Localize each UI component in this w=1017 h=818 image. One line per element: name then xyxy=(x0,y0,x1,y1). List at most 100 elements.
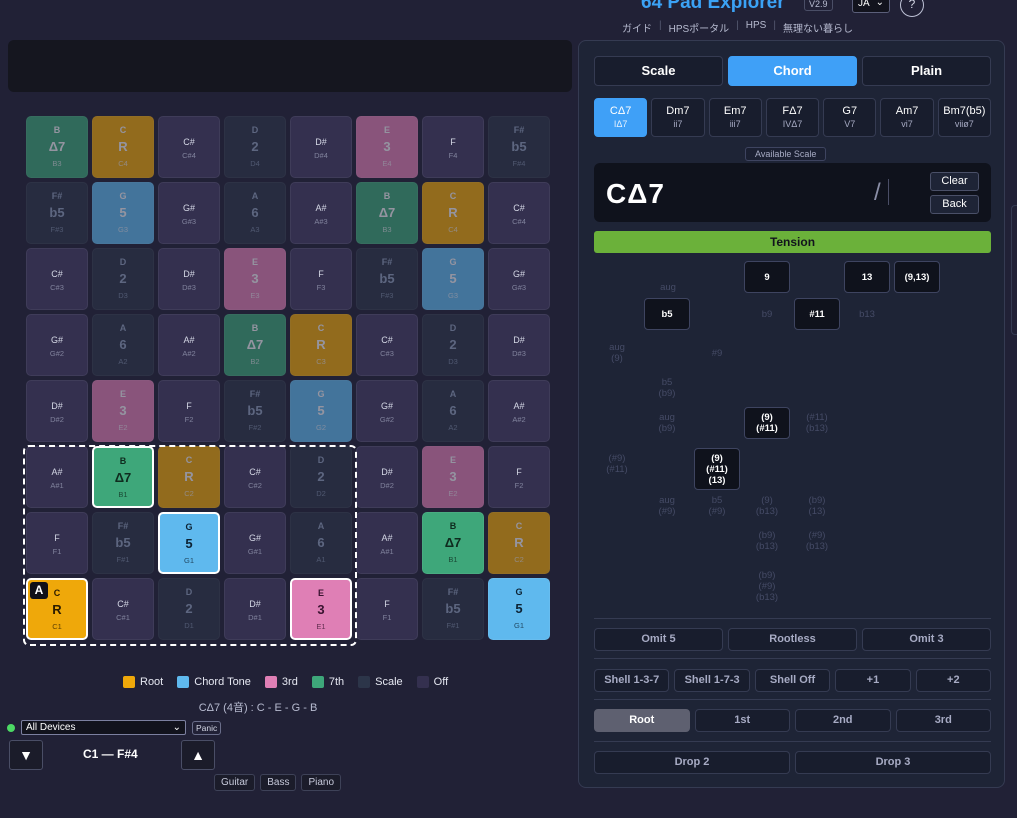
diatonic-chord-button[interactable]: FΔ7 IVΔ7 xyxy=(765,98,820,137)
pad[interactable]: D# D#3 xyxy=(488,314,550,376)
shell-off-button[interactable]: Shell Off xyxy=(754,669,831,692)
tension-button[interactable]: (9) (b13) xyxy=(755,495,779,517)
pad[interactable]: G 5 G3 xyxy=(422,248,484,310)
pad[interactable]: E 3 E4 xyxy=(356,116,418,178)
pad[interactable]: A 6 A2 xyxy=(92,314,154,376)
link-muri-nai-kurashi[interactable]: 無理ない暮らし xyxy=(782,24,853,35)
bass-button[interactable]: Bass xyxy=(260,774,297,791)
inversion-root-button[interactable]: Root xyxy=(594,709,690,732)
tension-button[interactable]: b13 xyxy=(859,308,875,320)
drop-3-button[interactable]: Drop 3 xyxy=(795,751,991,774)
pad[interactable]: G 5 G2 xyxy=(290,380,352,442)
diatonic-chord-button[interactable]: Em7 iii7 xyxy=(708,98,762,137)
inversion-1st-button[interactable]: 1st xyxy=(694,709,790,732)
pad[interactable]: B Δ7 B3 xyxy=(26,116,88,178)
tension-button[interactable]: (#9) (b13) xyxy=(805,530,829,552)
shell-137-button[interactable]: Shell 1-3-7 xyxy=(594,669,670,692)
plus-1-button[interactable]: +1 xyxy=(835,669,911,692)
pad[interactable]: C# C#3 xyxy=(356,314,418,376)
pad[interactable]: C R C3 xyxy=(290,314,352,376)
tension-button[interactable]: aug (b9) xyxy=(658,412,676,434)
link-hps[interactable]: HPS xyxy=(745,20,767,31)
pad[interactable]: G 5 G1 xyxy=(488,578,550,640)
panic-button[interactable]: Panic xyxy=(192,720,222,735)
pad[interactable]: D 2 D3 xyxy=(422,314,484,376)
rootless-button[interactable]: Rootless xyxy=(728,628,857,651)
link-hps-portal[interactable]: HPSポータル xyxy=(668,24,730,35)
inversion-2nd-button[interactable]: 2nd xyxy=(795,709,891,732)
pad[interactable]: F# b5 F#1 xyxy=(422,578,484,640)
pad[interactable]: G# G#1 xyxy=(224,512,286,574)
pad[interactable]: D 2 D3 xyxy=(92,248,154,310)
diatonic-chord-button[interactable]: G7 V7 xyxy=(823,98,877,137)
tension-button[interactable]: (b9) (#9) (b13) xyxy=(755,569,779,603)
piano-button[interactable]: Piano xyxy=(301,774,342,791)
pad[interactable]: G# G#3 xyxy=(488,248,550,310)
pad[interactable]: A 6 A1 xyxy=(290,512,352,574)
pad[interactable]: G 5 G3 xyxy=(92,182,154,244)
pad[interactable]: A# A#3 xyxy=(290,182,352,244)
pad[interactable]: G# G#2 xyxy=(356,380,418,442)
pad[interactable]: D# D#4 xyxy=(290,116,352,178)
tension-button[interactable]: aug xyxy=(660,281,676,293)
pad[interactable]: A 6 A3 xyxy=(224,182,286,244)
tension-button[interactable]: (9) (#11) (13) xyxy=(694,448,740,490)
pad[interactable]: D 2 D2 xyxy=(290,446,352,508)
pad[interactable]: D# D#1 xyxy=(224,578,286,640)
pad[interactable]: E 3 E3 xyxy=(224,248,286,310)
omit-5-button[interactable]: Omit 5 xyxy=(594,628,723,651)
tab-chord[interactable]: Chord xyxy=(728,56,857,86)
shell-173-button[interactable]: Shell 1-7-3 xyxy=(674,669,750,692)
pad[interactable]: B Δ7 B2 xyxy=(224,314,286,376)
clear-button[interactable]: Clear xyxy=(930,172,979,191)
pad[interactable]: D# D#2 xyxy=(356,446,418,508)
tension-button[interactable]: (#11) (b13) xyxy=(805,412,829,434)
tension-button[interactable]: (b9) (b13) xyxy=(755,530,779,552)
pad[interactable]: C# C#1 xyxy=(92,578,154,640)
slash-bass[interactable]: / xyxy=(874,179,881,206)
pad[interactable]: F F2 xyxy=(488,446,550,508)
pad[interactable]: C R C4 xyxy=(92,116,154,178)
tension-button[interactable]: (#9) (#11) xyxy=(606,453,628,475)
pad[interactable]: A# A#2 xyxy=(158,314,220,376)
pad[interactable]: G 5 G1 xyxy=(158,512,220,574)
pad[interactable]: F F1 xyxy=(26,512,88,574)
pad[interactable]: G# G#2 xyxy=(26,314,88,376)
pad[interactable]: C R C2 xyxy=(488,512,550,574)
pad[interactable]: G# G#3 xyxy=(158,182,220,244)
tension-button[interactable]: aug (9) xyxy=(609,342,625,364)
plus-2-button[interactable]: +2 xyxy=(915,669,992,692)
tension-button[interactable]: aug (#9) xyxy=(658,495,676,517)
guitar-button[interactable]: Guitar xyxy=(214,774,256,791)
pad[interactable]: B Δ7 B3 xyxy=(356,182,418,244)
pad[interactable]: F F2 xyxy=(158,380,220,442)
pad[interactable]: C R C4 xyxy=(422,182,484,244)
tension-button[interactable]: 13 xyxy=(844,261,890,293)
link-guide[interactable]: ガイド xyxy=(622,24,652,35)
pad[interactable]: C# C#3 xyxy=(26,248,88,310)
diatonic-chord-button[interactable]: CΔ7 IΔ7 xyxy=(594,98,648,137)
pad[interactable]: F# b5 F#3 xyxy=(356,248,418,310)
tension-button[interactable]: (9,13) xyxy=(894,261,940,293)
octave-down-button[interactable]: ▼ xyxy=(9,740,43,770)
inversion-3rd-button[interactable]: 3rd xyxy=(895,709,991,732)
pad[interactable]: E 3 E2 xyxy=(92,380,154,442)
tension-button[interactable]: (b9) (13) xyxy=(808,495,826,517)
pad[interactable]: F# b5 F#3 xyxy=(26,182,88,244)
pad[interactable]: A# A#1 xyxy=(356,512,418,574)
pad[interactable]: B Δ7 B1 xyxy=(422,512,484,574)
pad[interactable]: A 6 A2 xyxy=(422,380,484,442)
pad[interactable]: E 3 E1 xyxy=(290,578,352,640)
pad[interactable]: F# b5 F#4 xyxy=(488,116,550,178)
scrollbar-edge[interactable] xyxy=(1011,205,1017,335)
help-button[interactable]: ? xyxy=(900,0,924,17)
device-select[interactable]: All Devices ⌄ xyxy=(21,720,186,735)
pad[interactable]: D 2 D1 xyxy=(158,578,220,640)
tab-scale[interactable]: Scale xyxy=(594,56,723,86)
tension-button[interactable]: #11 xyxy=(794,298,840,330)
pad[interactable]: C R C1 A xyxy=(26,578,88,640)
tab-plain[interactable]: Plain xyxy=(862,56,991,86)
tension-button[interactable]: (9) (#11) xyxy=(744,407,790,439)
diatonic-chord-button[interactable]: Am7 vi7 xyxy=(880,98,934,137)
pad[interactable]: C# C#4 xyxy=(158,116,220,178)
